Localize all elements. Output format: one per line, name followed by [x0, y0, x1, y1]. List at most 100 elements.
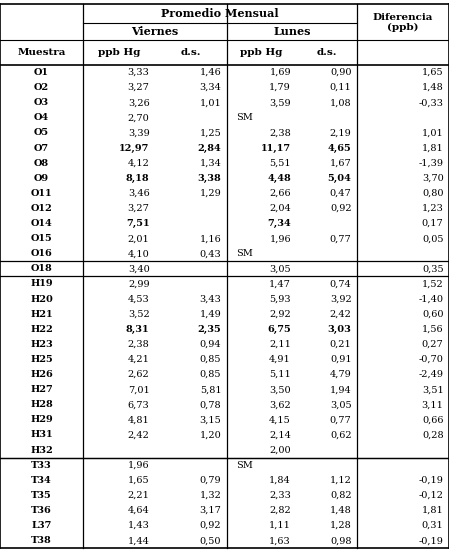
- Text: 3,33: 3,33: [128, 68, 150, 77]
- Text: 3,26: 3,26: [128, 98, 150, 107]
- Text: 0,47: 0,47: [330, 189, 352, 198]
- Text: 1,67: 1,67: [330, 159, 352, 168]
- Text: 3,27: 3,27: [128, 204, 150, 213]
- Text: SM: SM: [236, 461, 253, 469]
- Text: 2,99: 2,99: [128, 279, 150, 289]
- Text: 3,38: 3,38: [198, 174, 221, 183]
- Text: H31: H31: [30, 430, 53, 440]
- Text: 2,38: 2,38: [269, 128, 291, 137]
- Text: -0,19: -0,19: [419, 536, 444, 545]
- Text: 1,81: 1,81: [422, 506, 444, 515]
- Text: O11: O11: [31, 189, 53, 198]
- Text: 1,46: 1,46: [200, 68, 221, 77]
- Text: O8: O8: [34, 159, 49, 168]
- Text: 3,70: 3,70: [422, 174, 444, 183]
- Text: 2,11: 2,11: [269, 340, 291, 349]
- Text: 1,96: 1,96: [269, 234, 291, 243]
- Text: O9: O9: [34, 174, 49, 183]
- Text: O4: O4: [34, 114, 49, 122]
- Text: 3,15: 3,15: [200, 415, 221, 424]
- Text: 4,10: 4,10: [128, 249, 150, 258]
- Text: SM: SM: [236, 249, 253, 258]
- Text: T35: T35: [31, 491, 52, 500]
- Text: -0,33: -0,33: [418, 98, 444, 107]
- Text: O2: O2: [34, 83, 49, 92]
- Text: 3,62: 3,62: [269, 400, 291, 409]
- Text: H23: H23: [30, 340, 53, 349]
- Text: 1,69: 1,69: [269, 68, 291, 77]
- Text: 0,35: 0,35: [422, 264, 444, 273]
- Text: H25: H25: [30, 355, 53, 364]
- Text: H28: H28: [30, 400, 53, 409]
- Text: ppb Hg: ppb Hg: [98, 48, 140, 57]
- Text: 4,64: 4,64: [128, 506, 150, 515]
- Text: 12,97: 12,97: [119, 144, 150, 153]
- Text: 2,70: 2,70: [128, 114, 150, 122]
- Text: H20: H20: [30, 295, 53, 304]
- Text: 4,53: 4,53: [128, 295, 150, 304]
- Text: 1,25: 1,25: [200, 128, 221, 137]
- Text: O5: O5: [34, 128, 49, 137]
- Text: SM: SM: [236, 114, 253, 122]
- Text: 0,62: 0,62: [330, 430, 352, 440]
- Text: Diferencia
(ppb): Diferencia (ppb): [373, 13, 433, 32]
- Text: 1,16: 1,16: [200, 234, 221, 243]
- Text: 8,18: 8,18: [126, 174, 150, 183]
- Text: 7,01: 7,01: [128, 385, 150, 394]
- Text: 2,92: 2,92: [269, 310, 291, 318]
- Text: 1,94: 1,94: [330, 385, 352, 394]
- Text: 0,98: 0,98: [330, 536, 352, 545]
- Text: T33: T33: [31, 461, 52, 469]
- Text: 3,05: 3,05: [330, 400, 352, 409]
- Text: -1,39: -1,39: [418, 159, 444, 168]
- Text: 3,59: 3,59: [269, 98, 291, 107]
- Text: H19: H19: [30, 279, 53, 289]
- Text: 1,56: 1,56: [422, 325, 444, 334]
- Text: 0,17: 0,17: [422, 219, 444, 228]
- Text: 1,11: 1,11: [269, 521, 291, 530]
- Text: 0,28: 0,28: [422, 430, 444, 440]
- Text: O7: O7: [34, 144, 49, 153]
- Text: 0,74: 0,74: [330, 279, 352, 289]
- Text: 3,46: 3,46: [128, 189, 150, 198]
- Text: 2,01: 2,01: [128, 234, 150, 243]
- Text: 0,60: 0,60: [422, 310, 444, 318]
- Text: 0,94: 0,94: [200, 340, 221, 349]
- Text: 0,85: 0,85: [200, 370, 221, 379]
- Text: 3,92: 3,92: [330, 295, 352, 304]
- Text: 1,48: 1,48: [330, 506, 352, 515]
- Text: O3: O3: [34, 98, 49, 107]
- Text: 0,66: 0,66: [422, 415, 444, 424]
- Text: 2,84: 2,84: [198, 144, 221, 153]
- Text: -0,19: -0,19: [419, 476, 444, 485]
- Text: Muestra: Muestra: [18, 48, 66, 57]
- Text: 7,34: 7,34: [267, 219, 291, 228]
- Text: 1,65: 1,65: [128, 476, 150, 485]
- Text: Lunes: Lunes: [273, 26, 311, 37]
- Text: 3,17: 3,17: [199, 506, 221, 515]
- Text: -1,40: -1,40: [418, 295, 444, 304]
- Text: 3,43: 3,43: [199, 295, 221, 304]
- Text: 4,81: 4,81: [128, 415, 150, 424]
- Text: 1,01: 1,01: [200, 98, 221, 107]
- Text: 1,79: 1,79: [269, 83, 291, 92]
- Text: 0,77: 0,77: [330, 234, 352, 243]
- Text: 0,21: 0,21: [330, 340, 352, 349]
- Text: 5,93: 5,93: [269, 295, 291, 304]
- Text: H22: H22: [30, 325, 53, 334]
- Text: 1,29: 1,29: [200, 189, 221, 198]
- Text: O1: O1: [34, 68, 49, 77]
- Text: Promedio Mensual: Promedio Mensual: [161, 8, 279, 19]
- Text: 3,40: 3,40: [128, 264, 150, 273]
- Text: 2,19: 2,19: [330, 128, 352, 137]
- Text: 6,73: 6,73: [128, 400, 150, 409]
- Text: 8,31: 8,31: [126, 325, 150, 334]
- Text: 11,17: 11,17: [261, 144, 291, 153]
- Text: 0,90: 0,90: [330, 68, 352, 77]
- Text: 4,21: 4,21: [128, 355, 150, 364]
- Text: 0,79: 0,79: [200, 476, 221, 485]
- Text: T34: T34: [31, 476, 52, 485]
- Text: 1,84: 1,84: [269, 476, 291, 485]
- Text: 2,38: 2,38: [128, 340, 150, 349]
- Text: 5,81: 5,81: [200, 385, 221, 394]
